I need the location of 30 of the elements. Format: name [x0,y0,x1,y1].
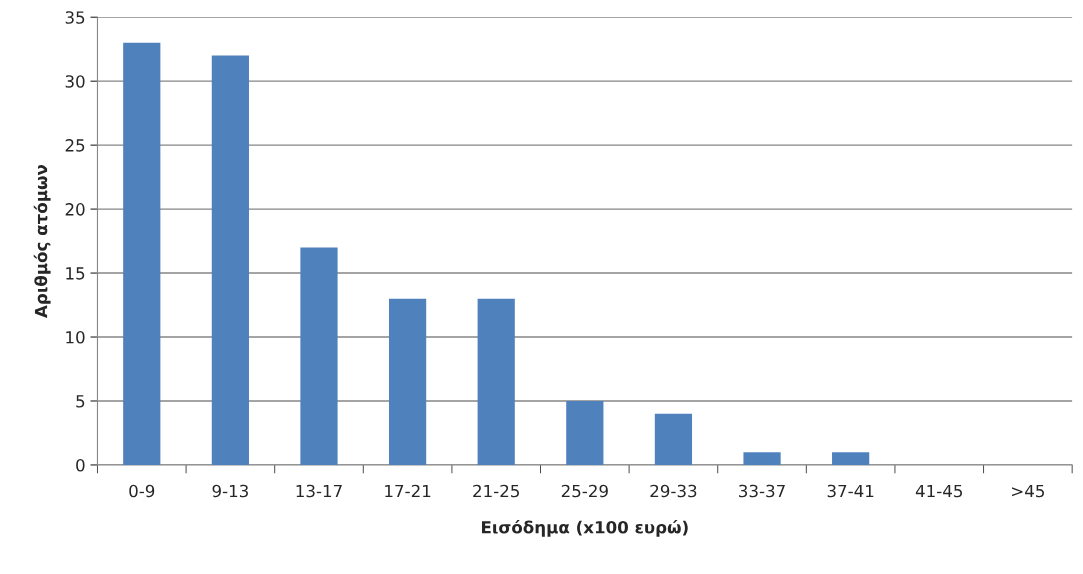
x-tick-label: 37-41 [827,484,874,498]
bar [300,247,338,465]
y-axis-title: Αριθμός ατόμων [33,164,51,318]
bar [388,298,427,465]
x-tick-label: 9-13 [212,484,248,498]
x-tick-label: 21-25 [473,484,519,498]
bar [832,452,870,465]
bar [211,55,249,465]
bar [123,42,161,465]
y-tick-label: 15 [66,267,85,280]
x-tick-label: 33-37 [739,484,785,498]
x-tick-label: 25-29 [561,484,608,498]
x-tick-label: >45 [1012,484,1044,498]
y-tick-label: 25 [65,139,85,152]
x-tick-label: 41-45 [915,484,963,498]
y-tick-label: 10 [66,330,85,344]
y-tick-label: 0 [76,458,85,472]
x-axis-title: Εισόδημα (x100 ευρώ) [482,519,688,537]
x-tick-label: 17-21 [385,484,431,498]
y-tick-label: 35 [65,11,85,24]
y-tick-label: 30 [65,75,85,88]
x-tick-label: 13-17 [296,484,342,498]
x-tick-label: 29-33 [650,484,697,498]
y-tick-label: 20 [65,203,85,216]
y-tick-label: 5 [76,395,85,408]
bar [566,400,604,465]
bar [654,413,693,465]
x-tick-label: 0-9 [129,484,155,498]
bar [743,452,781,465]
bar [477,298,515,465]
